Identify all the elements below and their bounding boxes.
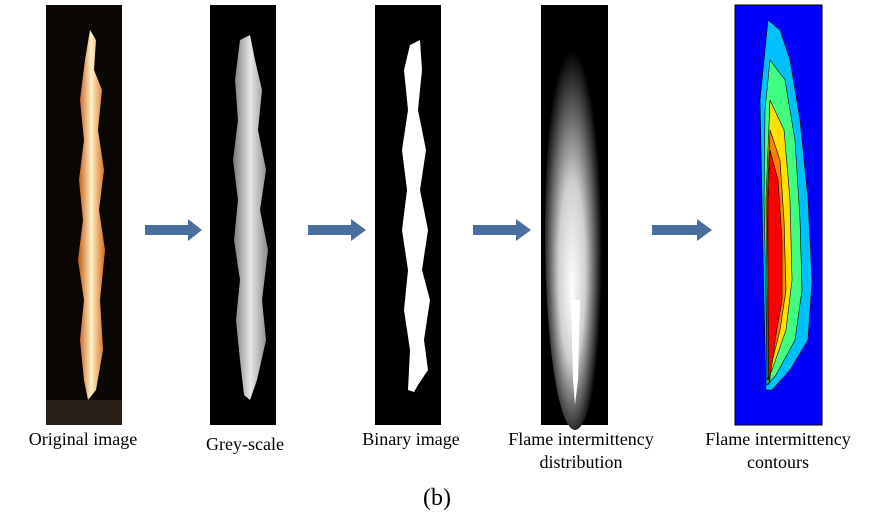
page: {"panels": [ {"label": ["Original image"… xyxy=(0,0,884,529)
diagram: Original image Grey-scale Binary image Flam… xyxy=(0,0,884,529)
panel-label: Flame intermittency xyxy=(705,429,850,449)
panel-label: Flame intermittency xyxy=(508,429,653,449)
panel-label: contours xyxy=(747,452,809,472)
original-image xyxy=(46,5,122,425)
labels: Original image Grey-scale Binary image Flam… xyxy=(29,429,851,472)
panel-label: Binary image xyxy=(362,429,459,449)
intermittency-distribution xyxy=(541,5,608,430)
caption: (b) xyxy=(423,485,451,511)
panel-label: Grey-scale xyxy=(206,434,284,454)
binary-image xyxy=(375,5,441,425)
panel-label: Original image xyxy=(29,429,137,449)
intermittency-contours xyxy=(735,5,822,425)
panel-label: distribution xyxy=(539,452,622,472)
grey-scale-image xyxy=(210,5,276,425)
